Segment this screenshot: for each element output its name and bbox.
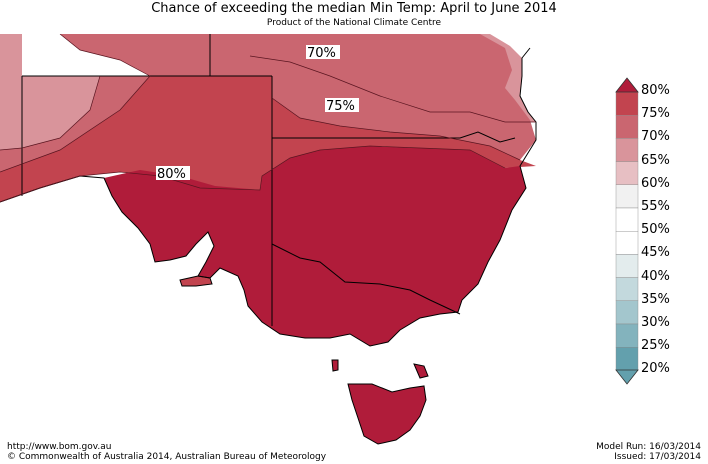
legend-label: 25% (641, 338, 670, 354)
king-island (332, 360, 338, 371)
legend-label: 65% (641, 152, 670, 168)
zone-75 (0, 76, 536, 202)
legend-colorbar (615, 77, 639, 385)
footer-issued: Issued: 17/03/2014 (614, 452, 701, 462)
legend-swatch (615, 254, 639, 278)
map-subtitle: Product of the National Climate Centre (266, 18, 442, 28)
legend-swatch (615, 91, 639, 116)
legend-swatch (615, 207, 639, 232)
border-nsw-vic (271, 243, 461, 315)
zone-65-west (0, 34, 100, 150)
legend-swatch (615, 138, 639, 162)
legend-swatches (615, 91, 639, 371)
legend-swatch (615, 230, 639, 255)
legend-swatch (615, 277, 639, 302)
legend-label: 40% (641, 268, 670, 284)
legend-label: 60% (641, 175, 670, 191)
legend-label: 50% (641, 222, 670, 238)
zone-70-north (60, 34, 210, 76)
contour-label-80: 80% (157, 167, 186, 182)
legend-label: 80% (641, 83, 670, 98)
legend-label: 20% (641, 361, 670, 377)
map-title: Chance of exceeding the median Min Temp:… (151, 1, 557, 16)
contour-label-70: 70% (307, 46, 336, 61)
probability-map: 70% 75% 80% (0, 34, 600, 454)
legend-label: 75% (641, 106, 670, 122)
legend-arrow-bottom (615, 369, 639, 385)
legend-swatch (615, 323, 639, 348)
tasmania (348, 384, 426, 444)
legend-arrow-top (615, 77, 639, 93)
footer-url[interactable]: http://www.bom.gov.au (7, 442, 112, 452)
legend-swatch (615, 347, 639, 371)
legend-swatch (615, 300, 639, 325)
legend-label: 30% (641, 315, 670, 330)
legend-swatch (615, 184, 639, 209)
legend-swatch (615, 115, 639, 139)
zone-70 (0, 34, 536, 172)
zone-80-mainland (104, 146, 526, 346)
legend-swatch (615, 161, 639, 185)
footer-copyright: © Commonwealth of Australia 2014, Austra… (7, 452, 327, 462)
legend-label: 55% (641, 199, 670, 214)
legend-label: 35% (641, 291, 670, 307)
legend-label: 45% (641, 245, 670, 261)
legend-label: 70% (641, 129, 670, 145)
contour-label-75: 75% (326, 99, 355, 114)
border-qld-nsw (272, 131, 516, 143)
footer-model-run: Model Run: 16/03/2014 (596, 442, 701, 452)
contour-lines (0, 34, 536, 203)
coastline (0, 47, 537, 445)
